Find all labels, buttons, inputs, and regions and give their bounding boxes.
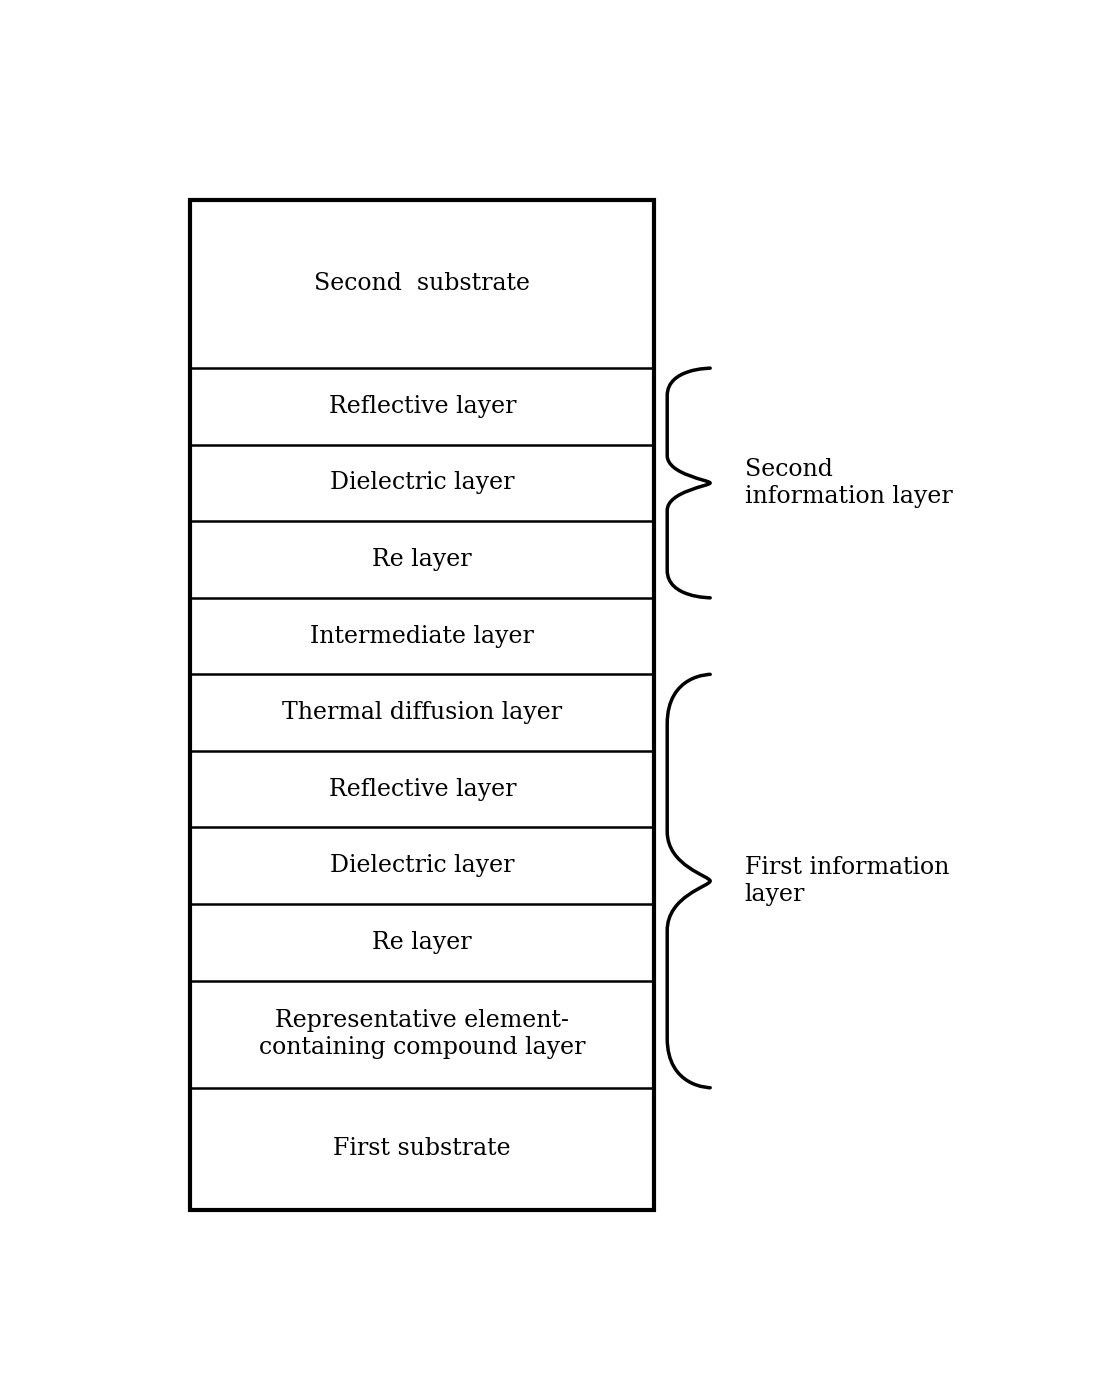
Text: First substrate: First substrate <box>334 1138 511 1160</box>
Text: Dielectric layer: Dielectric layer <box>330 472 515 494</box>
Text: Dielectric layer: Dielectric layer <box>330 854 515 877</box>
Text: Second  substrate: Second substrate <box>314 272 530 296</box>
Text: Reflective layer: Reflective layer <box>328 778 516 801</box>
Text: Re layer: Re layer <box>373 931 472 953</box>
Text: Second
information layer: Second information layer <box>744 458 953 508</box>
Text: First information
layer: First information layer <box>744 856 949 906</box>
Text: Intermediate layer: Intermediate layer <box>311 624 535 648</box>
Text: Representative element-
containing compound layer: Representative element- containing compo… <box>260 1009 586 1060</box>
Text: Re layer: Re layer <box>373 549 472 571</box>
Text: Reflective layer: Reflective layer <box>328 395 516 417</box>
Bar <box>191 200 654 1210</box>
Text: Thermal diffusion layer: Thermal diffusion layer <box>282 701 562 725</box>
